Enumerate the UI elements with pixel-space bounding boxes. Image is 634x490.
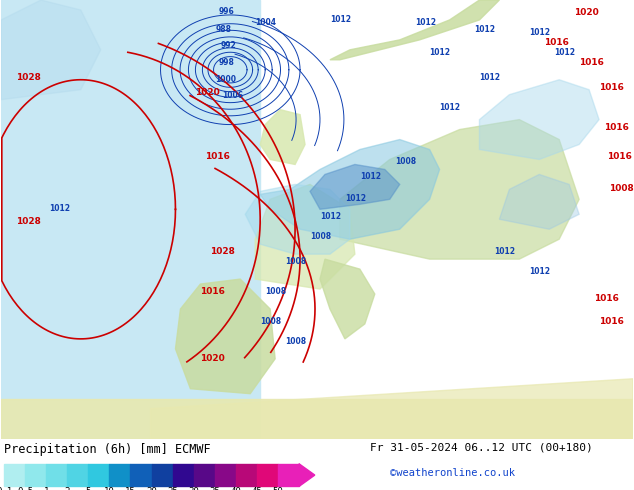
Bar (193, 465, 215, 486)
Text: 30: 30 (188, 487, 199, 490)
Text: 1012: 1012 (554, 48, 575, 57)
Text: 1016: 1016 (599, 317, 624, 326)
Polygon shape (256, 184, 355, 289)
Text: 1028: 1028 (16, 73, 41, 82)
Text: 2: 2 (65, 487, 70, 490)
Text: 1020: 1020 (200, 354, 225, 363)
Text: 1016: 1016 (579, 58, 604, 67)
Bar (131, 465, 152, 486)
Text: 1012: 1012 (345, 195, 366, 203)
Polygon shape (310, 165, 399, 209)
Text: 1016: 1016 (544, 38, 569, 47)
Text: 1016: 1016 (607, 152, 632, 162)
Text: 25: 25 (167, 487, 178, 490)
Text: 1012: 1012 (49, 204, 70, 213)
Bar (236, 465, 257, 486)
Text: 998: 998 (218, 58, 234, 67)
Text: 1020: 1020 (195, 88, 220, 97)
Bar (46, 465, 67, 486)
Text: ©weatheronline.co.uk: ©weatheronline.co.uk (390, 468, 515, 478)
Text: 1006: 1006 (223, 91, 243, 99)
Text: 1008: 1008 (609, 184, 634, 194)
Text: 50: 50 (273, 487, 283, 490)
Bar (25, 465, 46, 486)
Polygon shape (500, 174, 579, 229)
Text: 0.5: 0.5 (17, 487, 33, 490)
Polygon shape (260, 110, 305, 165)
Text: 1012: 1012 (439, 102, 460, 112)
Text: 996: 996 (218, 7, 234, 16)
Polygon shape (1, 0, 260, 439)
Text: 1016: 1016 (594, 294, 619, 303)
Text: 1016: 1016 (604, 122, 629, 132)
Bar (257, 465, 278, 486)
Text: 992: 992 (221, 41, 236, 50)
Polygon shape (176, 279, 275, 393)
Text: 40: 40 (230, 487, 241, 490)
Text: 1008: 1008 (260, 317, 281, 326)
Bar (172, 465, 193, 486)
Polygon shape (479, 80, 599, 159)
Text: 0.1: 0.1 (0, 487, 12, 490)
Text: 1012: 1012 (360, 172, 381, 181)
Text: 10: 10 (104, 487, 115, 490)
Text: 1012: 1012 (320, 212, 341, 221)
Polygon shape (150, 379, 633, 439)
Text: 1016: 1016 (200, 287, 225, 296)
Polygon shape (1, 0, 101, 99)
Bar (67, 465, 88, 486)
Text: 1008: 1008 (285, 257, 306, 266)
Text: 35: 35 (209, 487, 220, 490)
Text: 1012: 1012 (495, 247, 515, 256)
Text: Precipitation (6h) [mm] ECMWF: Precipitation (6h) [mm] ECMWF (4, 442, 210, 456)
Text: 1028: 1028 (16, 217, 41, 226)
Polygon shape (320, 259, 375, 339)
Text: 1008: 1008 (285, 337, 306, 346)
Polygon shape (260, 140, 439, 239)
Text: 1012: 1012 (479, 73, 500, 82)
Polygon shape (340, 120, 579, 259)
Text: 1016: 1016 (205, 152, 230, 162)
Text: 1012: 1012 (330, 15, 351, 24)
Text: 15: 15 (125, 487, 136, 490)
Bar (215, 465, 236, 486)
Text: 1008: 1008 (265, 287, 287, 296)
Polygon shape (330, 0, 500, 60)
Text: 1: 1 (44, 487, 49, 490)
Text: 1012: 1012 (415, 18, 436, 27)
Bar (4, 465, 25, 486)
FancyArrow shape (299, 464, 315, 487)
Text: 1020: 1020 (574, 8, 599, 17)
Text: 1028: 1028 (210, 247, 235, 256)
Text: 20: 20 (146, 487, 157, 490)
Text: 1008: 1008 (310, 232, 331, 241)
Text: 45: 45 (252, 487, 262, 490)
Text: 1012: 1012 (430, 48, 451, 57)
Text: 1016: 1016 (599, 83, 624, 92)
Text: 1012: 1012 (529, 267, 550, 276)
Polygon shape (245, 184, 350, 254)
Text: Fr 31-05-2024 06..12 UTC (00+180): Fr 31-05-2024 06..12 UTC (00+180) (370, 442, 593, 453)
Bar (109, 465, 131, 486)
Text: 1000: 1000 (216, 75, 236, 84)
Bar (278, 465, 299, 486)
Text: 1008: 1008 (395, 157, 416, 167)
Text: 5: 5 (86, 487, 91, 490)
Text: 988: 988 (216, 25, 231, 34)
Bar (152, 465, 172, 486)
Bar (88, 465, 109, 486)
Text: 1004: 1004 (256, 18, 276, 27)
Text: 1012: 1012 (529, 28, 550, 37)
Text: 1012: 1012 (474, 25, 496, 34)
Polygon shape (1, 399, 633, 439)
